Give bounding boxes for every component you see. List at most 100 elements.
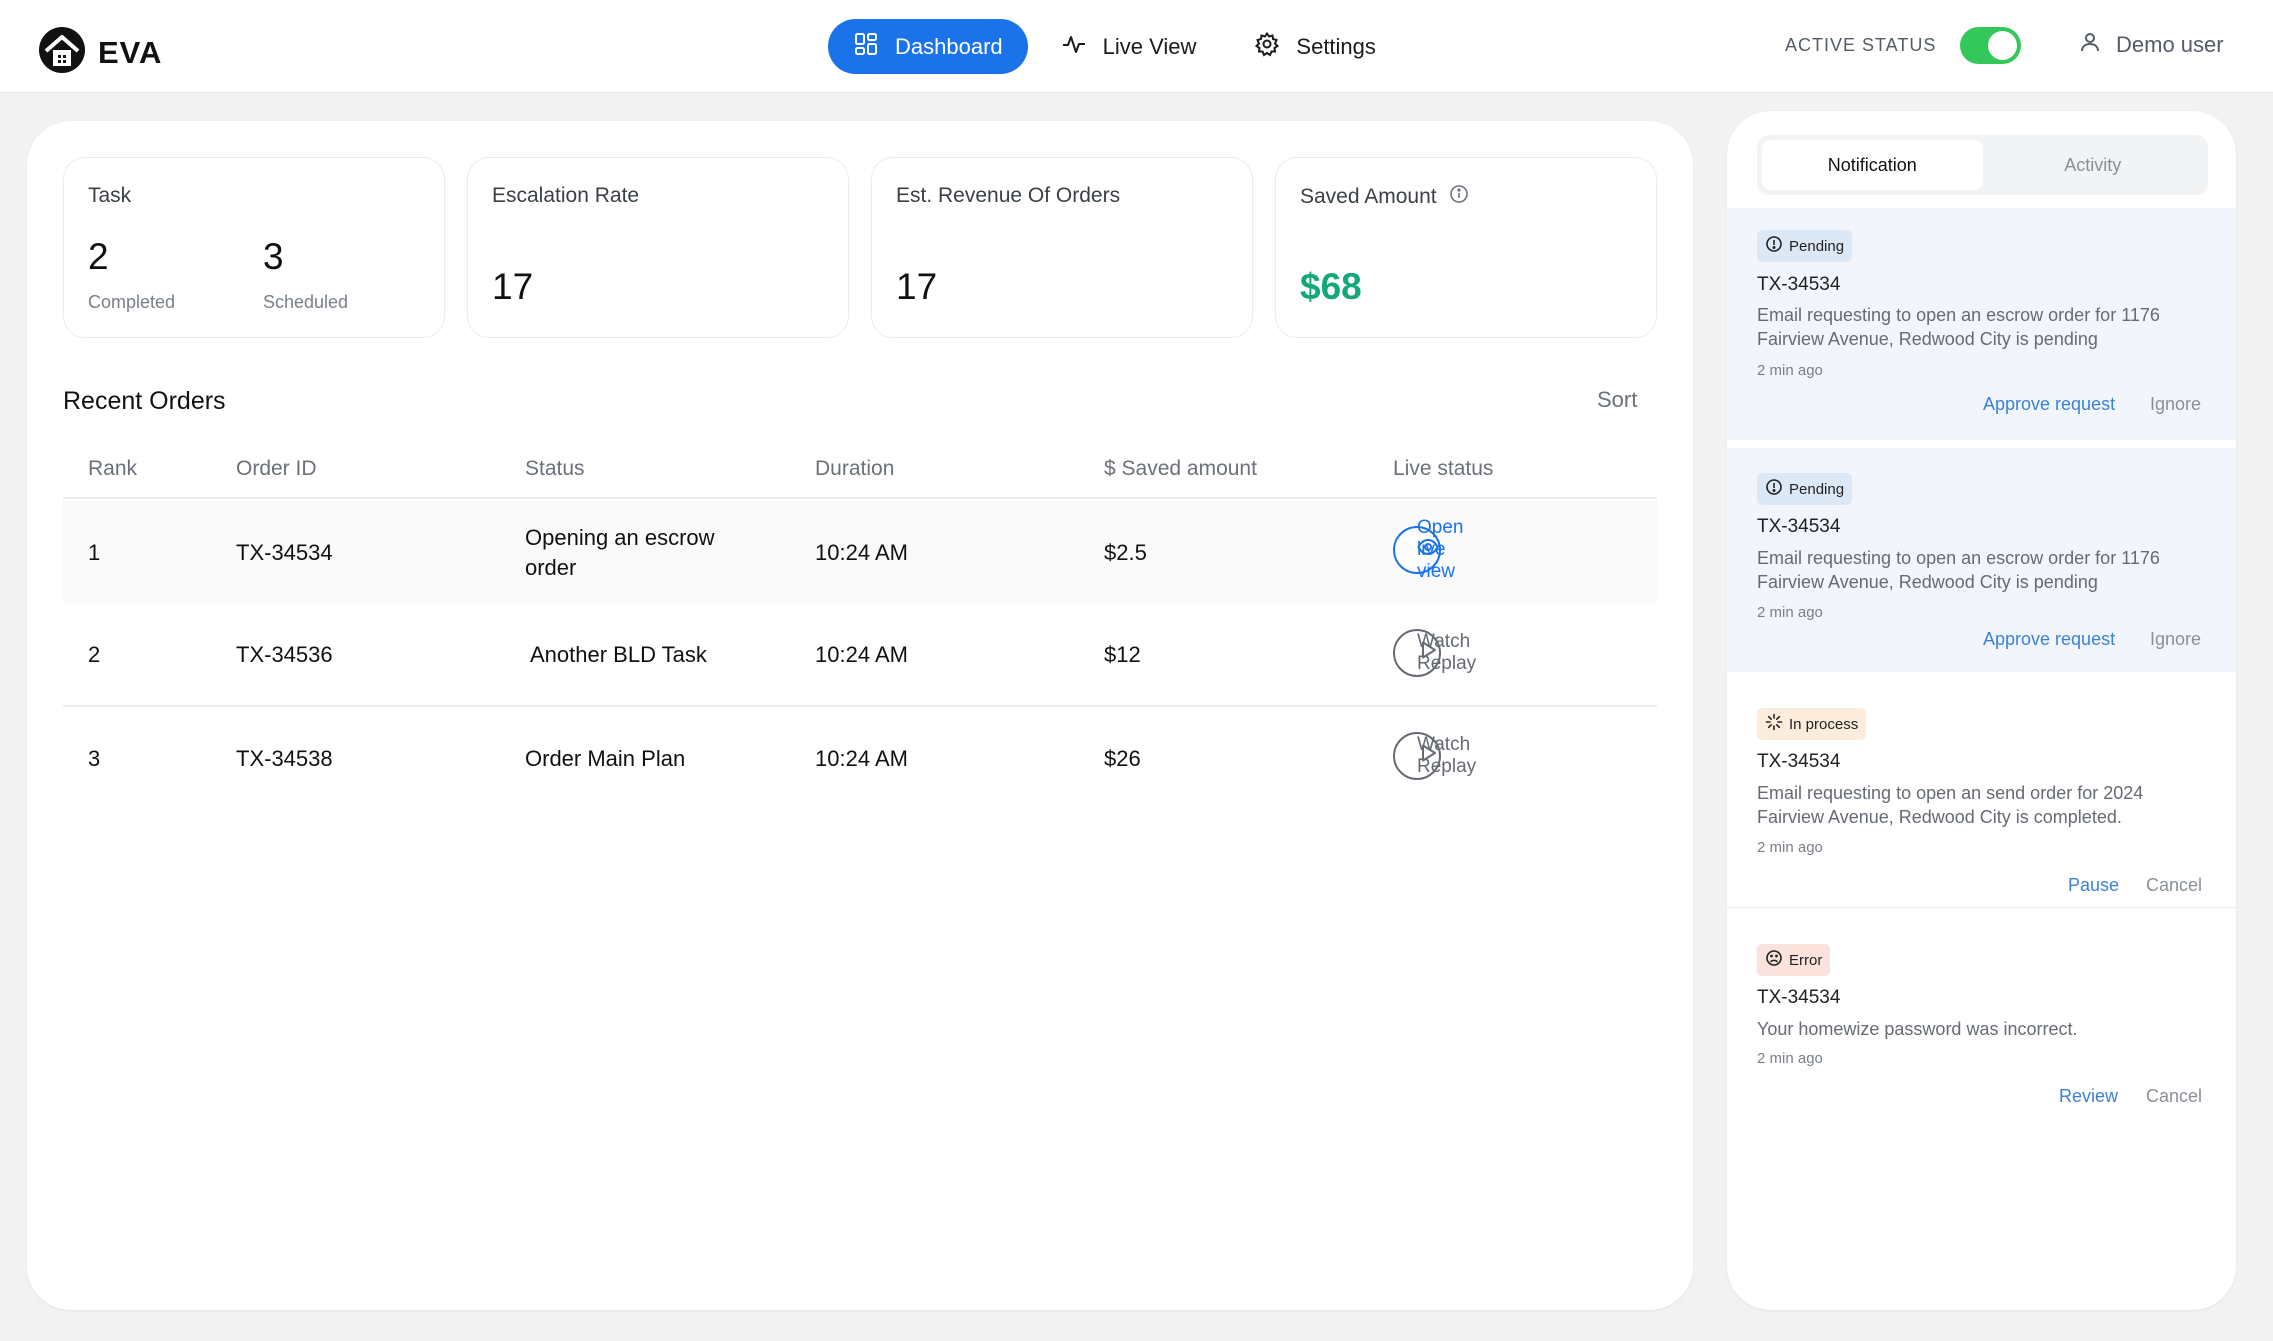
active-status: ACTIVE STATUS: [1785, 27, 2022, 64]
alert-circle-icon: [1765, 235, 1783, 257]
row-rank: 1: [88, 539, 101, 565]
notification-message-line: Email requesting to open an escrow order…: [1757, 548, 2160, 568]
play-icon: [1417, 742, 1439, 770]
saved-amount-value: $68: [1300, 266, 1362, 307]
nav-live-view-label: Live View: [1102, 33, 1197, 59]
review-button[interactable]: Review: [2059, 1086, 2119, 1106]
nav-live-view[interactable]: Live View: [1036, 19, 1222, 74]
row-duration: 10:24 AM: [815, 641, 908, 667]
escalation-rate-card: Escalation Rate 17: [467, 157, 849, 338]
notification-message: Your homewize password was incorrect.: [1757, 1019, 2078, 1039]
table-row[interactable]: 3 TX-34538 Order Main Plan 10:24 AM $26 …: [63, 707, 1657, 810]
home-logo-icon: [38, 26, 86, 79]
row-saved-amount: $2.5: [1104, 539, 1147, 565]
orders-table-header: Rank Order ID Status Duration $ Saved am…: [63, 441, 1657, 499]
status-badge-label: In process: [1789, 715, 1859, 733]
open-live-view-label: Open live view: [1417, 517, 1464, 582]
saved-amount-header: Saved Amount: [1300, 184, 1469, 210]
notification-message-line: Fairview Avenue, Redwood City is pending: [1757, 329, 2098, 349]
notification-message-line: Fairview Avenue, Redwood City is pending: [1757, 572, 2098, 592]
notification-item: Pending TX-34534 Email requesting to ope…: [1727, 448, 2236, 672]
notification-order-id: TX-34534: [1757, 516, 1841, 537]
notification-message: Email requesting to open an escrow order…: [1757, 303, 2207, 351]
recent-orders-title: Recent Orders: [63, 387, 226, 415]
ignore-button[interactable]: Ignore: [2150, 629, 2202, 649]
notification-order-id: TX-34534: [1757, 274, 1841, 295]
cancel-button[interactable]: Cancel: [2146, 875, 2203, 895]
escalation-rate-title: Escalation Rate: [492, 184, 640, 207]
user-icon: [2078, 30, 2102, 60]
notification-message: Email requesting to open an escrow order…: [1757, 546, 2207, 594]
play-icon: [1417, 639, 1439, 667]
row-rank: 2: [88, 641, 101, 667]
dashboard-panel: Task 2 Completed 3 Scheduled Escalation …: [27, 121, 1693, 1310]
nav-dashboard[interactable]: Dashboard: [828, 19, 1028, 74]
pause-button[interactable]: Pause: [2068, 875, 2120, 895]
notification-message-line: Email requesting to open an send order f…: [1757, 783, 2144, 803]
open-live-view-button[interactable]: Open live view: [1393, 517, 1463, 582]
notification-message-line: Email requesting to open an escrow order…: [1757, 305, 2160, 325]
nav-settings[interactable]: Settings: [1229, 19, 1401, 74]
notification-message: Email requesting to open an send order f…: [1757, 781, 2207, 829]
row-saved-amount: $26: [1104, 745, 1141, 771]
row-status: Another BLD Task: [530, 641, 707, 667]
status-badge: In process: [1757, 708, 1867, 740]
brand-logo[interactable]: EVA: [38, 26, 162, 79]
row-status: Order Main Plan: [525, 745, 686, 771]
task-completed-value: 2: [88, 236, 109, 277]
notification-time: 2 min ago: [1757, 362, 1823, 379]
saved-amount-title: Saved Amount: [1300, 185, 1437, 208]
watch-replay-label: Watch Replay: [1417, 734, 1477, 777]
sad-face-icon: [1765, 949, 1783, 971]
task-scheduled-label: Scheduled: [263, 292, 349, 312]
sort-button[interactable]: Sort: [1597, 387, 1638, 412]
col-saved-amount: $ Saved amount: [1104, 457, 1257, 480]
row-order-id: TX-34536: [236, 641, 333, 667]
brand-name: EVA: [98, 34, 163, 70]
status-badge: Pending: [1757, 473, 1853, 505]
eye-icon: [1417, 536, 1439, 564]
watch-replay-label: Watch Replay: [1417, 631, 1477, 674]
main-nav: Dashboard Live View Settings: [828, 19, 1401, 74]
tab-activity[interactable]: Activity: [2064, 154, 2122, 175]
watch-replay-button[interactable]: Watch Replay: [1393, 732, 1476, 780]
task-completed-label: Completed: [88, 292, 176, 312]
alert-circle-icon: [1765, 478, 1783, 500]
cancel-button[interactable]: Cancel: [2146, 1086, 2203, 1106]
col-live-status: Live status: [1393, 457, 1494, 480]
ignore-button[interactable]: Ignore: [2150, 394, 2202, 414]
row-status-line: Opening an escrow: [525, 524, 715, 550]
table-row[interactable]: 1 TX-34534 Opening an escrow order 10:24…: [63, 501, 1657, 604]
active-status-toggle[interactable]: [1960, 27, 2022, 64]
tab-notification[interactable]: Notification: [1762, 140, 1983, 190]
notification-order-id: TX-34534: [1757, 751, 1841, 772]
col-status: Status: [525, 457, 585, 480]
nav-dashboard-label: Dashboard: [895, 33, 1003, 59]
revenue-title: Est. Revenue Of Orders: [896, 184, 1121, 207]
row-saved-amount: $12: [1104, 641, 1141, 667]
approve-request-button[interactable]: Approve request: [1983, 629, 2116, 649]
task-card: Task 2 Completed 3 Scheduled: [63, 157, 445, 338]
notification-order-id: TX-34534: [1757, 987, 1841, 1008]
nav-settings-label: Settings: [1296, 33, 1376, 59]
approve-request-button[interactable]: Approve request: [1983, 394, 2116, 414]
escalation-rate-value: 17: [492, 266, 534, 307]
table-row[interactable]: 2 TX-34536 Another BLD Task 10:24 AM $12…: [63, 604, 1657, 707]
row-status: Opening an escrow order: [525, 523, 715, 583]
info-icon[interactable]: [1449, 184, 1469, 210]
panel-tabs: Notification Activity: [1757, 135, 2208, 195]
notification-item: Error TX-34534 Your homewize password wa…: [1727, 908, 2236, 1118]
col-order-id: Order ID: [236, 457, 317, 480]
watch-replay-button[interactable]: Watch Replay: [1393, 629, 1476, 677]
gear-icon: [1254, 31, 1280, 63]
task-card-title: Task: [88, 184, 132, 207]
status-badge-label: Pending: [1789, 480, 1845, 498]
row-duration: 10:24 AM: [815, 745, 908, 771]
notification-item: Pending TX-34534 Email requesting to ope…: [1727, 208, 2236, 440]
user-menu[interactable]: Demo user: [2078, 30, 2224, 60]
status-badge-label: Pending: [1789, 237, 1845, 255]
row-status-line: order: [525, 554, 577, 580]
user-name: Demo user: [2116, 32, 2224, 57]
grid-icon: [853, 31, 879, 63]
row-duration: 10:24 AM: [815, 539, 908, 565]
